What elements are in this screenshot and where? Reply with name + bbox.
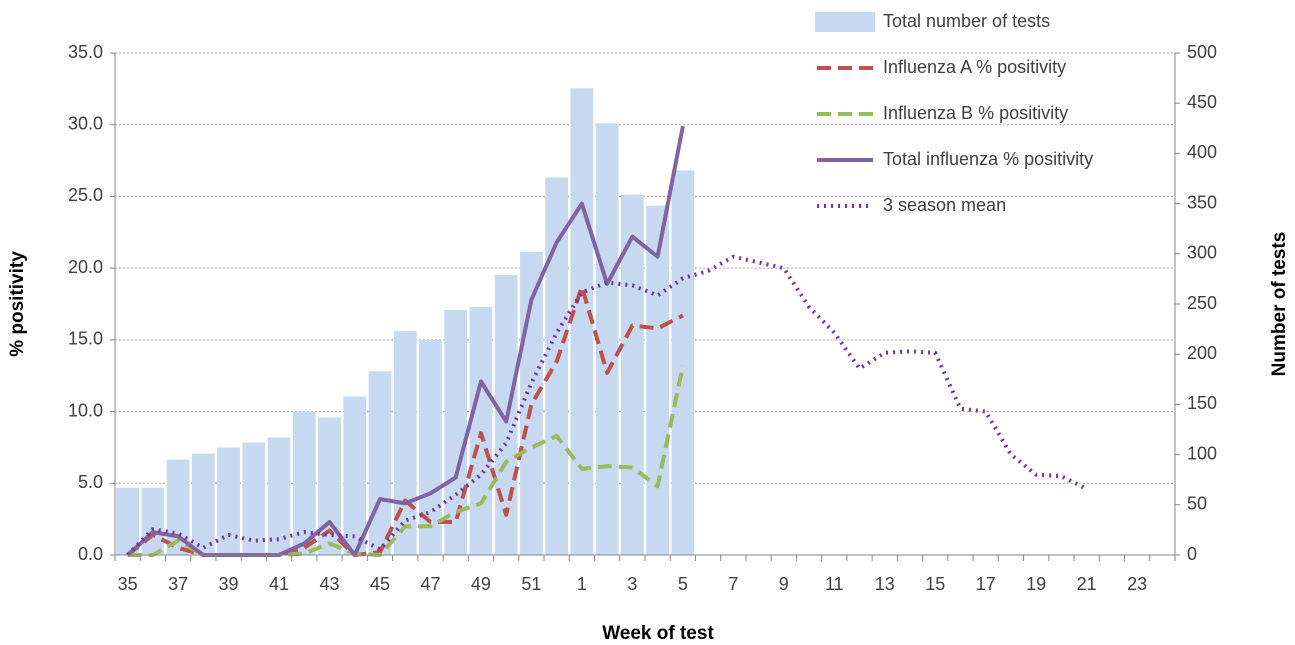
y2-tick-label: 500: [1187, 42, 1217, 62]
y2-tick-label: 450: [1187, 92, 1217, 112]
bar: [393, 331, 417, 555]
y-tick-label: 25.0: [68, 185, 103, 205]
y2-tick-label: 0: [1187, 544, 1197, 564]
y-tick-label: 10.0: [68, 400, 103, 420]
bar: [116, 487, 139, 555]
y-tick-label: 15.0: [68, 329, 103, 349]
y-tick-label: 30.0: [68, 113, 103, 133]
y2-tick-label: 250: [1187, 293, 1217, 313]
bar: [570, 88, 594, 555]
legend-label: Total influenza % positivity: [883, 149, 1093, 169]
x-tick-label: 35: [118, 574, 138, 594]
y-axis-title: % positivity: [7, 251, 28, 357]
bar: [166, 459, 190, 555]
y2-tick-label: 150: [1187, 393, 1217, 413]
bar: [242, 442, 266, 555]
line: [126, 284, 684, 557]
x-tick-label: 7: [728, 574, 738, 594]
x-tick-label: 43: [320, 574, 340, 594]
x-tick-label: 3: [627, 574, 637, 594]
x-tick-label: 5: [678, 574, 688, 594]
x-tick-label: 21: [1077, 574, 1097, 594]
y2-tick-label: 300: [1187, 243, 1217, 263]
bar: [217, 447, 240, 555]
x-tick-label: 13: [875, 574, 895, 594]
bar: [191, 453, 215, 555]
x-tick-label: 41: [269, 574, 289, 594]
y2-tick-label: 100: [1187, 443, 1217, 463]
y2-tick-label: 50: [1187, 494, 1207, 514]
x-tick-label: 23: [1127, 574, 1147, 594]
x-tick-label: 11: [825, 574, 844, 594]
x-tick-label: 17: [976, 574, 996, 594]
x-tick-label: 39: [219, 574, 239, 594]
bar: [141, 487, 165, 555]
y2-tick-label: 400: [1187, 142, 1217, 162]
bar: [318, 417, 341, 555]
x-tick-label: 15: [925, 574, 945, 594]
bar: [292, 411, 316, 555]
y-tick-label: 0.0: [78, 544, 103, 564]
legend-label: 3 season mean: [883, 195, 1006, 215]
y-tick-label: 5.0: [78, 472, 103, 492]
y2-tick-label: 200: [1187, 343, 1217, 363]
bar: [343, 396, 367, 555]
y-tick-label: 20.0: [68, 257, 103, 277]
y-tick-label: 35.0: [68, 42, 103, 62]
bar: [419, 340, 442, 555]
bar: [469, 307, 493, 555]
line: [127, 365, 685, 557]
x-tick-label: 47: [420, 574, 440, 594]
bar: [545, 177, 569, 555]
x-tick-label: 19: [1026, 574, 1046, 594]
x-tick-label: 45: [370, 574, 390, 594]
bar: [444, 310, 468, 555]
legend-label: Total number of tests: [883, 11, 1050, 31]
x-tick-label: 49: [471, 574, 491, 594]
y2-tick-label: 350: [1187, 192, 1217, 212]
bar: [595, 123, 619, 555]
y2-axis-title: Number of tests: [1269, 232, 1290, 377]
bar: [368, 371, 392, 555]
x-tick-label: 9: [779, 574, 789, 594]
legend-label: Influenza B % positivity: [883, 103, 1068, 123]
legend-swatch: [815, 12, 875, 32]
bar: [671, 170, 695, 555]
bar: [267, 437, 291, 555]
x-tick-label: 37: [168, 574, 188, 594]
x-axis-title: Week of test: [602, 623, 714, 644]
x-tick-label: 51: [521, 574, 541, 594]
legend-label: Influenza A % positivity: [883, 57, 1066, 77]
x-tick-label: 1: [577, 574, 587, 594]
